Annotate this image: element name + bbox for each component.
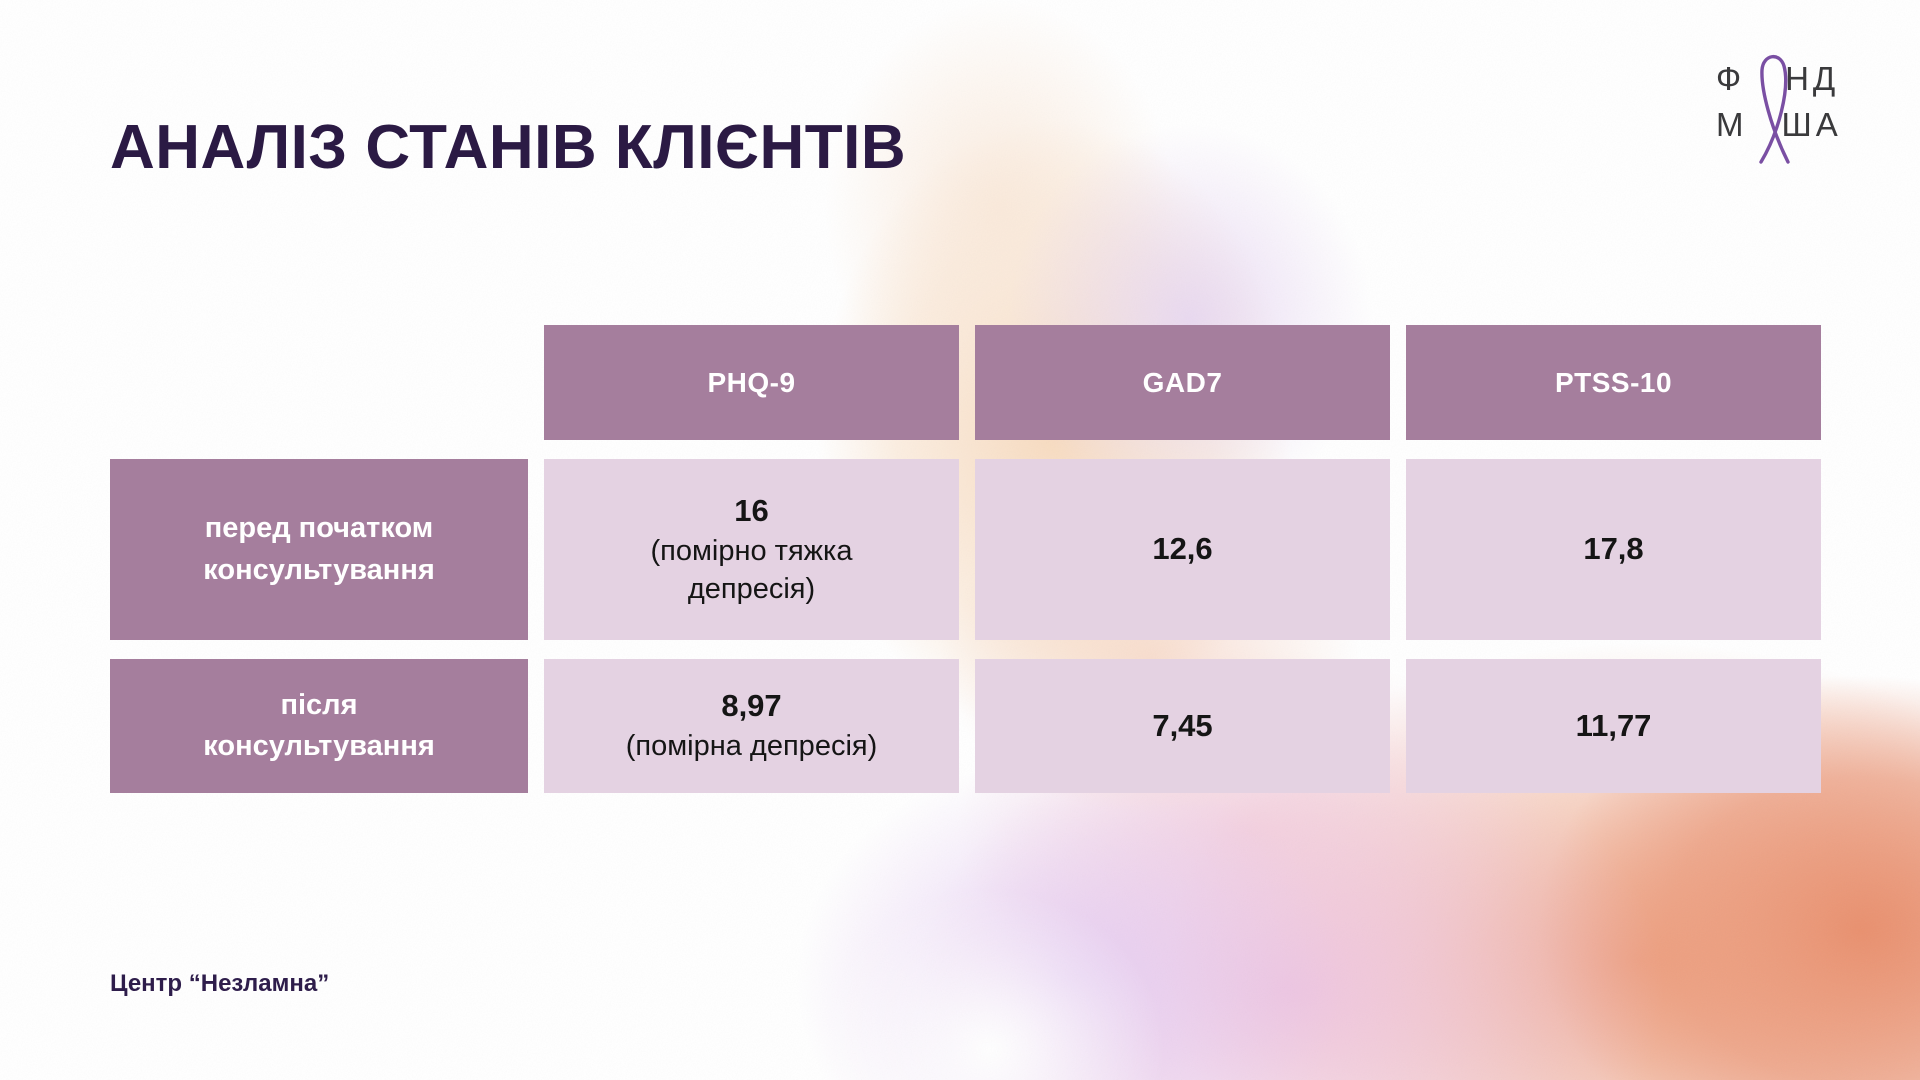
row-header-after: після консультування <box>110 659 528 793</box>
cell-value: 7,45 <box>1152 707 1213 743</box>
column-header-phq9: PHQ-9 <box>544 325 959 440</box>
logo-letter-m: М <box>1716 106 1748 143</box>
cell-note: (помірно тяжка депресія) <box>650 534 853 605</box>
cell-value: 11,77 <box>1575 707 1652 743</box>
table-corner-empty <box>110 325 528 440</box>
cell-value: 8,97 <box>721 688 782 723</box>
cell-value: 16 <box>734 492 769 528</box>
fund-masha-logo: Ф НД М ША <box>1716 55 1868 164</box>
column-header-ptss10: PTSS-10 <box>1406 325 1821 440</box>
table-cell-gad7-before: 12,6 <box>975 459 1390 640</box>
results-table: PHQ-9 GAD7 PTSS-10 перед початком консул… <box>110 325 1821 793</box>
table-cell-phq9-after: 8,97 (помірна депресія) <box>544 659 959 793</box>
cell-value: 17,8 <box>1583 531 1644 567</box>
row-header-after-label: після консультування <box>203 688 435 762</box>
table-cell-phq9-before: 16 (помірно тяжка депресія) <box>544 459 959 640</box>
cell-note: (помірна депресія) <box>625 730 878 763</box>
awareness-ribbon-icon <box>1759 55 1790 164</box>
row-header-before-label: перед початком консультування <box>203 512 435 586</box>
center-name-caption: Центр “Незламна” <box>110 970 330 997</box>
cell-value: 12,6 <box>1152 531 1213 567</box>
table-cell-gad7-after: 7,45 <box>975 659 1390 793</box>
page-title: АНАЛІЗ СТАНІВ КЛІЄНТІВ <box>110 113 907 182</box>
table-cell-ptss10-after: 11,77 <box>1406 659 1821 793</box>
column-header-gad7: GAD7 <box>975 325 1390 440</box>
row-header-before: перед початком консультування <box>110 459 528 640</box>
table-cell-ptss10-before: 17,8 <box>1406 459 1821 640</box>
logo-letter-f: Ф <box>1716 60 1746 97</box>
